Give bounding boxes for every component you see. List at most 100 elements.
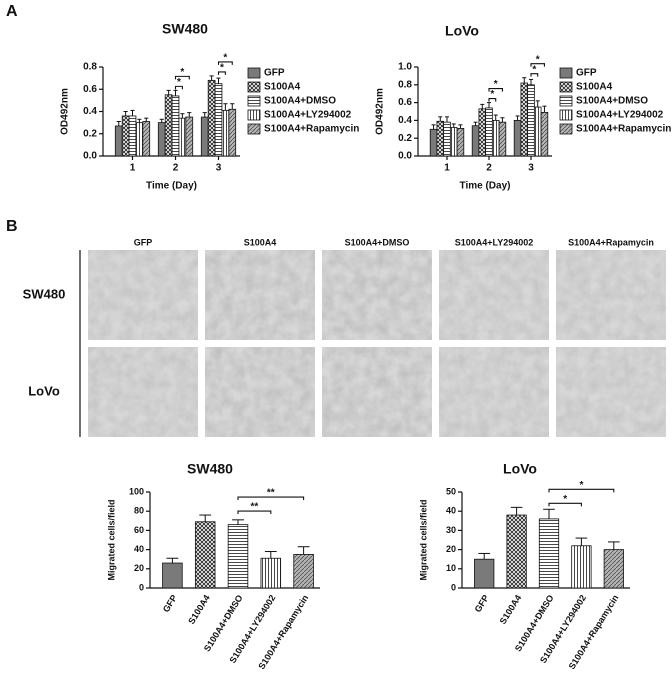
y-axis-label: OD492nm: [375, 88, 386, 135]
bar: [506, 514, 527, 589]
micrograph-texture: [205, 250, 315, 340]
significance-label: *: [532, 64, 536, 75]
legend-label: GFP: [264, 68, 285, 79]
legend-swatch: [247, 95, 261, 107]
bar: [498, 121, 507, 157]
significance-bracket: [174, 85, 183, 90]
legend-swatch: [559, 81, 573, 93]
y-axis-label: Migrated cells/field: [106, 499, 116, 580]
bar: [194, 521, 216, 589]
legend-label: S100A4+Rapamycin: [576, 124, 671, 135]
column-label: S100A4+DMSO: [345, 237, 410, 247]
significance-bracket: [217, 61, 233, 65]
y-tick-label: 0.6: [398, 97, 412, 108]
bar: [474, 558, 495, 589]
significance-bracket: [530, 73, 539, 77]
significance-label: *: [177, 77, 181, 88]
row-label: SW480: [23, 286, 66, 301]
micrograph-texture: [556, 347, 666, 437]
bar: [185, 116, 194, 157]
chart-title: LoVo: [503, 461, 537, 477]
column-label: S100A4+Rapamycin: [568, 237, 654, 247]
bar: [443, 121, 451, 157]
y-tick-label: 0.0: [83, 151, 97, 162]
bar: [171, 95, 180, 157]
bar: [527, 84, 535, 157]
significance-bracket: [548, 488, 615, 493]
significance-label: *: [180, 67, 184, 78]
micrograph-texture: [556, 250, 666, 340]
significance-bracket: [237, 510, 272, 515]
bar: [227, 524, 249, 589]
y-tick-label: 0.4: [398, 115, 412, 126]
bar: [260, 557, 282, 589]
bar: [491, 120, 500, 157]
bar: [449, 127, 458, 157]
y-tick-label: 40: [446, 506, 456, 516]
micrograph-texture: [88, 250, 198, 340]
micrograph-texture: [439, 347, 549, 437]
column-label: S100A4+LY294002: [455, 237, 534, 247]
legend-swatch: [247, 123, 261, 135]
bar: [228, 108, 237, 157]
y-tick-label: 0.2: [83, 128, 97, 139]
legend-label: S100A4+DMSO: [576, 96, 648, 107]
x-tick-label: 3: [216, 163, 222, 174]
significance-bracket: [174, 75, 190, 80]
significance-bracket: [488, 98, 497, 102]
significance-label: *: [220, 63, 224, 74]
y-tick-label: 0.6: [83, 84, 97, 95]
y-tick-label: 0.2: [398, 133, 412, 144]
legend-label: GFP: [576, 68, 597, 79]
x-tick-label: 1: [444, 163, 450, 174]
x-axis-label: Time (Day): [146, 181, 197, 192]
legend-swatch: [559, 123, 573, 135]
bar: [513, 120, 522, 157]
legend-swatch: [247, 109, 261, 121]
y-tick-label: 20: [134, 563, 144, 573]
legend-swatch: [247, 81, 261, 93]
bar: [214, 83, 223, 157]
bar: [128, 115, 137, 157]
bar: [142, 121, 151, 157]
bar: [293, 554, 314, 589]
bar: [162, 562, 183, 589]
micrograph-texture: [439, 250, 549, 340]
bar: [157, 122, 166, 157]
y-tick-label: 100: [129, 486, 144, 496]
legend-label: S100A4+LY294002: [264, 110, 352, 121]
y-tick-label: 0: [451, 582, 456, 592]
bar: [538, 518, 560, 589]
significance-bracket: [548, 502, 582, 507]
y-tick-label: 0: [139, 582, 144, 592]
x-tick-label: 2: [486, 163, 492, 174]
chart-title: SW480: [187, 461, 233, 477]
y-tick-label: 20: [446, 544, 456, 554]
bar: [571, 545, 592, 589]
y-tick-label: 0.4: [83, 106, 97, 117]
legend-label: S100A4: [576, 82, 613, 93]
significance-bracket: [217, 71, 226, 75]
y-axis-label: Migrated cells/field: [418, 499, 428, 580]
y-tick-label: 80: [134, 506, 144, 516]
bar: [456, 128, 465, 157]
significance-label: **: [267, 488, 275, 499]
bar: [221, 109, 230, 157]
bar: [485, 107, 493, 157]
chart-title: LoVo: [445, 23, 479, 39]
y-tick-label: 10: [446, 563, 456, 573]
panel-label: B: [6, 218, 18, 235]
y-tick-label: 0.0: [398, 151, 412, 162]
x-tick-label: 1: [130, 163, 136, 174]
panel-label: A: [6, 3, 18, 20]
significance-label: *: [490, 89, 494, 100]
legend-label: S100A4+Rapamycin: [264, 124, 359, 135]
significance-label: *: [223, 53, 227, 64]
y-tick-label: 0.8: [83, 62, 97, 73]
y-tick-label: 60: [134, 525, 144, 535]
legend-label: S100A4+DMSO: [264, 96, 336, 107]
x-axis-label: Time (Day): [460, 181, 511, 192]
bar: [178, 117, 187, 157]
bar: [429, 128, 438, 157]
y-axis-label: OD492nm: [60, 88, 71, 135]
